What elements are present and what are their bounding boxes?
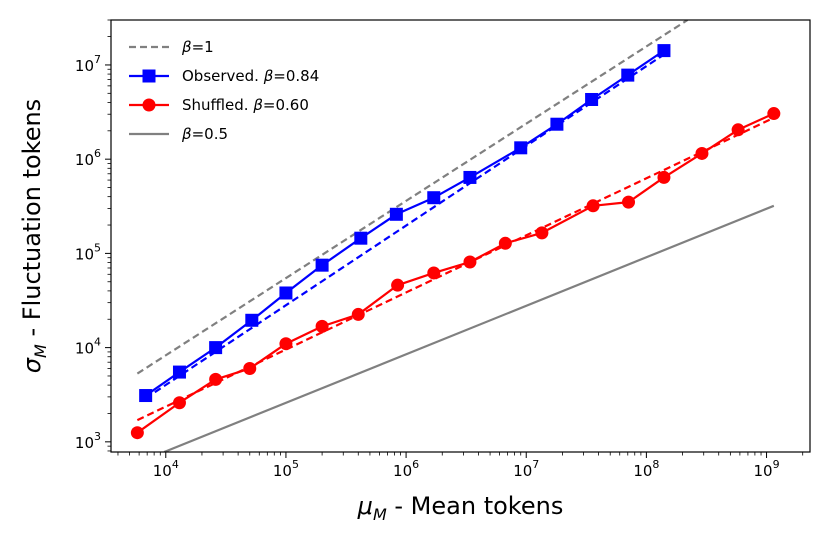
data-point-observed [427, 191, 441, 205]
data-point-shuffled [279, 337, 293, 351]
data-point-shuffled [657, 170, 671, 184]
x-axis-label-subscript: M [373, 505, 387, 524]
plot-frame [110, 19, 811, 453]
data-point-shuffled [695, 146, 709, 160]
data-point-shuffled [498, 236, 512, 250]
data-point-observed [139, 389, 153, 403]
legend: β=1 Observed. β=0.84 Shuffled. β=0.60 β=… [129, 38, 319, 143]
data-point-shuffled [130, 426, 144, 440]
data-point-shuffled [463, 255, 477, 269]
series-line-shuffled_fit [136, 116, 775, 422]
data-point-shuffled [315, 319, 329, 333]
series-line-beta1 [136, 20, 689, 375]
x-tick-label: 108 [633, 458, 659, 480]
x-axis-label: μM - Mean tokens [357, 492, 564, 524]
legend-entry-beta1: β=1 [129, 38, 214, 56]
data-point-observed [514, 141, 528, 155]
series-line-beta05 [163, 204, 775, 452]
x-axis-label-text: - Mean tokens [387, 492, 564, 520]
series-observed_fit [145, 53, 665, 400]
series-shuffled [130, 107, 781, 440]
series-line-shuffled [136, 112, 775, 434]
data-point-shuffled [209, 372, 223, 386]
legend-marker-observed [142, 69, 156, 83]
legend-label-beta05: β=0.5 [181, 125, 228, 143]
legend-label-beta1: β=1 [181, 38, 214, 56]
y-tick-label: 103 [75, 430, 101, 452]
x-tick-label: 104 [153, 458, 179, 480]
data-point-observed [209, 341, 223, 355]
series-beta1 [136, 20, 689, 375]
ticks-layer: 104 105 106 107 108 109 103 104 105 106 107 [75, 19, 804, 480]
data-point-observed [279, 286, 293, 300]
x-tick-label: 106 [393, 458, 419, 480]
data-point-shuffled [391, 278, 405, 292]
series-shuffled_fit [136, 116, 775, 422]
legend-entry-shuffled: Shuffled. β=0.60 [129, 96, 309, 114]
x-tick-label: 109 [753, 458, 779, 480]
series-observed [139, 44, 671, 403]
data-point-observed [585, 92, 599, 106]
legend-label-shuffled: Shuffled. β=0.60 [182, 96, 309, 114]
legend-marker-shuffled [142, 98, 156, 112]
y-axis-label-text: - Fluctuation tokens [18, 99, 46, 344]
x-axis-label-symbol: μ [357, 492, 373, 520]
y-axis-label-subscript: M [31, 344, 50, 358]
data-point-observed [245, 313, 259, 327]
data-point-shuffled [586, 199, 600, 213]
data-point-observed [172, 365, 186, 379]
series-beta05 [163, 204, 775, 452]
y-axis-label-symbol: σ [18, 357, 46, 373]
data-point-shuffled [622, 195, 636, 209]
x-tick-label: 105 [273, 458, 299, 480]
data-point-observed [389, 207, 403, 221]
data-point-observed [657, 44, 671, 58]
y-axis-label: σM - Fluctuation tokens [18, 99, 50, 373]
data-point-observed [315, 258, 329, 272]
data-point-shuffled [351, 307, 365, 321]
data-point-shuffled [427, 266, 441, 280]
y-tick-label: 107 [75, 53, 101, 75]
legend-label-observed: Observed. β=0.84 [182, 67, 319, 85]
data-point-shuffled [243, 362, 257, 376]
data-point-shuffled [172, 396, 186, 410]
data-point-observed [354, 231, 368, 245]
data-point-observed [550, 117, 564, 131]
data-point-observed [621, 68, 635, 82]
series-line-observed_fit [145, 53, 665, 400]
x-tick-label: 107 [513, 458, 539, 480]
legend-entry-beta05: β=0.5 [129, 125, 228, 143]
data-point-shuffled [767, 107, 781, 121]
y-tick-label: 105 [75, 241, 101, 263]
y-tick-label: 104 [75, 336, 101, 358]
data-point-shuffled [731, 123, 745, 137]
data-point-observed [463, 170, 477, 184]
series-layer [130, 20, 781, 452]
y-tick-label: 106 [75, 147, 101, 169]
data-point-shuffled [535, 226, 549, 240]
legend-entry-observed: Observed. β=0.84 [129, 67, 319, 85]
